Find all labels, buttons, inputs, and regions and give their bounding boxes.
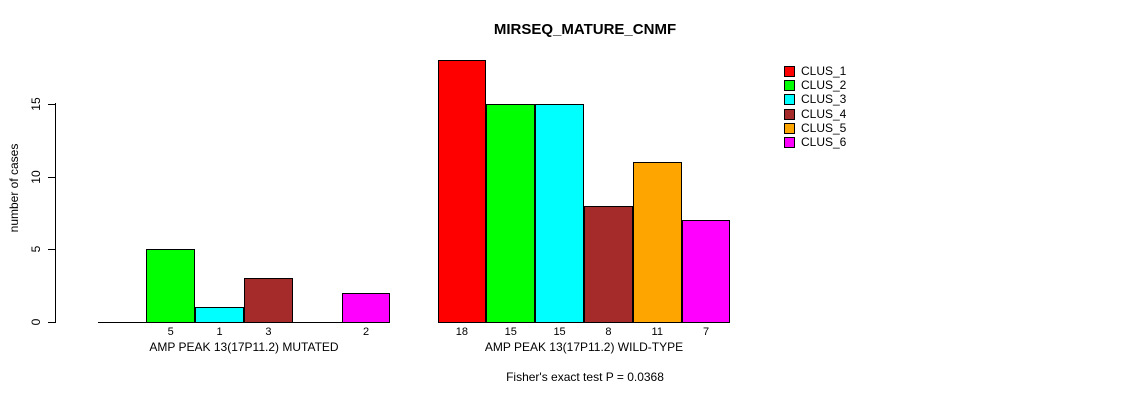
legend-swatch-CLUS_1	[784, 66, 795, 77]
bar-wild-type-CLUS_3	[535, 104, 584, 323]
y-axis-tick	[48, 322, 55, 323]
legend-swatch-CLUS_5	[784, 122, 795, 134]
legend-label-CLUS_3: CLUS_3	[801, 92, 847, 107]
bar-count-label-wild-type-CLUS_2: 15	[504, 326, 517, 338]
y-axis-tick	[48, 104, 55, 106]
bar-count-label-wild-type-CLUS_5: 11	[651, 326, 663, 338]
legend-swatch-CLUS_2	[784, 80, 795, 92]
legend-label-CLUS_5: CLUS_5	[801, 120, 847, 135]
bar-wild-type-CLUS_2	[486, 104, 536, 323]
legend-label-CLUS_6: CLUS_6	[801, 135, 847, 149]
legend-label-CLUS_4: CLUS_4	[801, 106, 847, 121]
bar-count-label-wild-type-CLUS_6: 7	[702, 326, 710, 338]
bar-wild-type-CLUS_5	[632, 162, 682, 323]
x-axis-group-label-wild-type: AMP PEAK 13(17P11.2) WILD-TYPE	[484, 340, 684, 354]
bar-count-label-mutated-CLUS_6: 2	[362, 326, 370, 338]
bar-count-label-mutated-CLUS_2: 5	[167, 326, 174, 338]
bar-count-label-mutated-CLUS_3: 1	[216, 326, 223, 338]
y-axis-line	[55, 103, 56, 323]
bar-count-label-wild-type-CLUS_4: 8	[605, 326, 612, 338]
bar-mutated-CLUS_4	[243, 278, 293, 323]
bar-wild-type-CLUS_1	[437, 60, 487, 323]
bar-wild-type-CLUS_4	[583, 205, 633, 323]
legend-swatch-CLUS_6	[784, 137, 795, 148]
bar-wild-type-CLUS_6	[681, 220, 731, 323]
chart-title: MIRSEQ_MATURE_CNMF	[493, 21, 677, 38]
bar-mutated-CLUS_3	[195, 307, 244, 323]
bar-mutated-CLUS_2	[146, 249, 196, 323]
legend-label-CLUS_1: CLUS_1	[801, 64, 847, 78]
legend-label-CLUS_2: CLUS_2	[801, 78, 847, 93]
y-axis-tick-label: 10	[29, 170, 43, 184]
legend-swatch-CLUS_4	[784, 108, 795, 120]
y-axis-tick-label: 15	[29, 97, 43, 111]
y-axis-tick-label: 5	[29, 246, 43, 253]
bar-count-label-wild-type-CLUS_1: 18	[455, 326, 469, 338]
y-axis-tick-label: 0	[29, 318, 43, 326]
bar-count-label-mutated-CLUS_4: 3	[265, 326, 272, 338]
legend-swatch-CLUS_3	[784, 94, 795, 106]
x-axis-group-label-mutated: AMP PEAK 13(17P11.2) MUTATED	[149, 340, 339, 354]
y-axis-tick	[48, 249, 55, 251]
bar-count-label-wild-type-CLUS_3: 15	[553, 326, 566, 338]
y-axis-tick	[48, 176, 55, 178]
bar-mutated-CLUS_6	[341, 292, 391, 323]
fisher-test-note: Fisher's exact test P = 0.0368	[506, 370, 664, 384]
